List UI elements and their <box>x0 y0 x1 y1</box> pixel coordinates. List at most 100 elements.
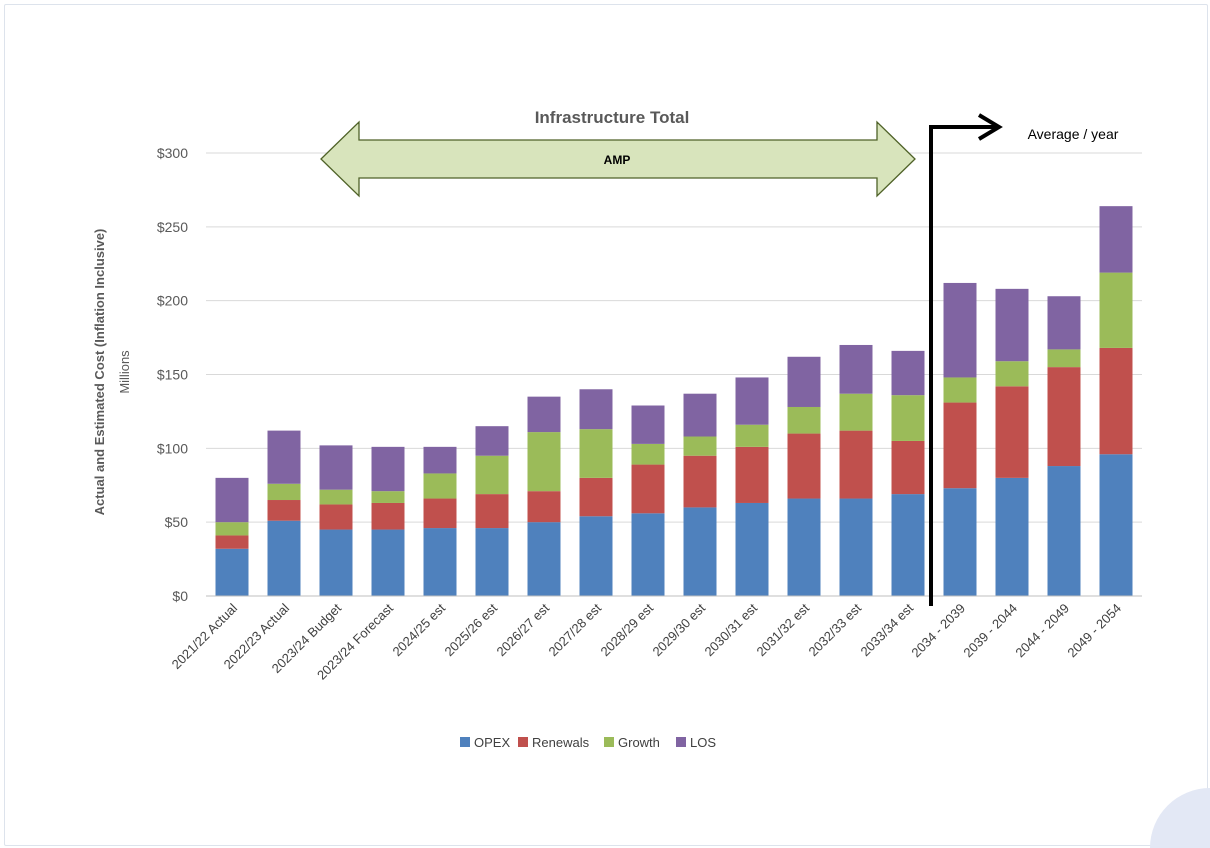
legend-label-renewals: Renewals <box>532 735 590 750</box>
bar-segment-renewals <box>995 386 1029 478</box>
bar-segment-opex <box>319 529 353 596</box>
bar-segment-growth <box>1099 272 1133 348</box>
legend-swatch-growth <box>604 737 614 747</box>
average-arrowhead <box>977 113 1003 141</box>
x-tick-label: 2049 - 2054 <box>1064 601 1124 661</box>
y-tick-label: $100 <box>157 440 188 456</box>
x-tick-label: 2025/26 est <box>441 600 500 659</box>
bar-segment-growth <box>787 406 821 434</box>
bar-segment-los <box>995 288 1029 362</box>
bar-segment-los <box>787 356 821 407</box>
y-tick-labels: $0 $50 $100 $150 $200 $250 $300 <box>157 145 188 604</box>
bar-segment-opex <box>735 502 769 596</box>
bar-segment-renewals <box>423 498 457 529</box>
legend-label-opex: OPEX <box>474 735 510 750</box>
x-tick-label: 2024/25 est <box>389 600 448 659</box>
bar-segment-growth <box>943 377 977 403</box>
bar-segment-renewals <box>839 430 873 499</box>
x-tick-label: 2031/32 est <box>753 600 812 659</box>
bar-segment-growth <box>891 395 925 441</box>
bar-segment-growth <box>475 455 509 495</box>
bar-segment-opex <box>267 520 301 596</box>
bar-segment-renewals <box>371 502 405 530</box>
bar-segment-opex <box>423 528 457 596</box>
bar-segment-growth <box>839 393 873 431</box>
bar-segment-renewals <box>735 446 769 503</box>
bar-segment-los <box>631 405 665 444</box>
bar-segment-los <box>527 396 561 433</box>
y-tick-label: $0 <box>172 588 188 604</box>
chart-title: Infrastructure Total <box>535 108 690 127</box>
x-tick-label: 2033/34 est <box>857 600 916 659</box>
bar-segment-growth <box>371 491 405 503</box>
bar-segment-growth <box>1047 349 1081 368</box>
legend-label-growth: Growth <box>618 735 660 750</box>
y-axis-title: Actual and Estimated Cost (Inflation Inc… <box>92 229 107 516</box>
bar-segment-los <box>891 350 925 396</box>
bar-segment-renewals <box>891 440 925 495</box>
bar-segment-opex <box>215 548 249 596</box>
bar-segment-opex <box>1099 454 1133 596</box>
y-tick-label: $250 <box>157 219 188 235</box>
bar-segment-opex <box>527 522 561 596</box>
x-tick-label: 2029/30 est <box>649 600 708 659</box>
y-tick-label: $50 <box>165 514 189 530</box>
bar-segment-renewals <box>475 494 509 529</box>
bar-segment-renewals <box>631 464 665 514</box>
average-divider-line <box>929 125 995 606</box>
x-tick-label: 2028/29 est <box>597 600 656 659</box>
bar-segment-los <box>1047 296 1081 350</box>
x-tick-label: 2030/31 est <box>701 600 760 659</box>
bar-segment-los <box>735 377 769 425</box>
bar-segment-opex <box>891 494 925 596</box>
bar-segment-renewals <box>1099 347 1133 455</box>
bar-segment-los <box>215 477 249 523</box>
bar-segment-opex <box>579 516 613 596</box>
bar-segment-opex <box>995 477 1029 596</box>
bar-segment-los <box>475 426 509 456</box>
bar-segment-growth <box>631 443 665 465</box>
bar-segment-opex <box>839 498 873 596</box>
x-tick-label: 2044 - 2049 <box>1012 601 1072 661</box>
legend: OPEX Renewals Growth LOS <box>460 735 716 750</box>
bar-segment-growth <box>579 429 613 478</box>
x-tick-label: 2027/28 est <box>545 600 604 659</box>
bar-segment-los <box>371 446 405 492</box>
bar-segment-opex <box>943 488 977 596</box>
bars <box>215 206 1133 596</box>
bar-segment-opex <box>371 529 405 596</box>
amp-double-arrow <box>320 120 916 198</box>
y-axis-unit: Millions <box>117 350 132 394</box>
bar-segment-opex <box>631 513 665 596</box>
y-tick-label: $300 <box>157 145 188 161</box>
bar-segment-renewals <box>1047 367 1081 467</box>
y-tick-label: $200 <box>157 293 188 309</box>
bar-segment-los <box>943 282 977 378</box>
bar-segment-los <box>423 446 457 474</box>
x-tick-label: 2032/33 est <box>805 600 864 659</box>
bar-segment-opex <box>787 498 821 596</box>
y-tick-label: $150 <box>157 367 188 383</box>
bar-segment-renewals <box>527 491 561 523</box>
bar-segment-renewals <box>215 535 249 549</box>
bar-segment-growth <box>683 436 717 456</box>
bar-segment-renewals <box>683 455 717 508</box>
bar-segment-opex <box>683 507 717 596</box>
x-tick-label: 2034 - 2039 <box>908 601 968 661</box>
bar-segment-growth <box>527 432 561 492</box>
bar-segment-growth <box>319 489 353 505</box>
bar-segment-growth <box>215 522 249 536</box>
average-label: Average / year <box>1028 126 1119 142</box>
legend-swatch-opex <box>460 737 470 747</box>
x-tick-label: 2039 - 2044 <box>960 601 1020 661</box>
bar-segment-renewals <box>319 504 353 530</box>
bar-segment-los <box>683 393 717 437</box>
x-tick-label: 2026/27 est <box>493 600 552 659</box>
legend-swatch-renewals <box>518 737 528 747</box>
bar-segment-growth <box>423 473 457 499</box>
bar-segment-growth <box>735 424 769 447</box>
bar-segment-opex <box>475 528 509 596</box>
